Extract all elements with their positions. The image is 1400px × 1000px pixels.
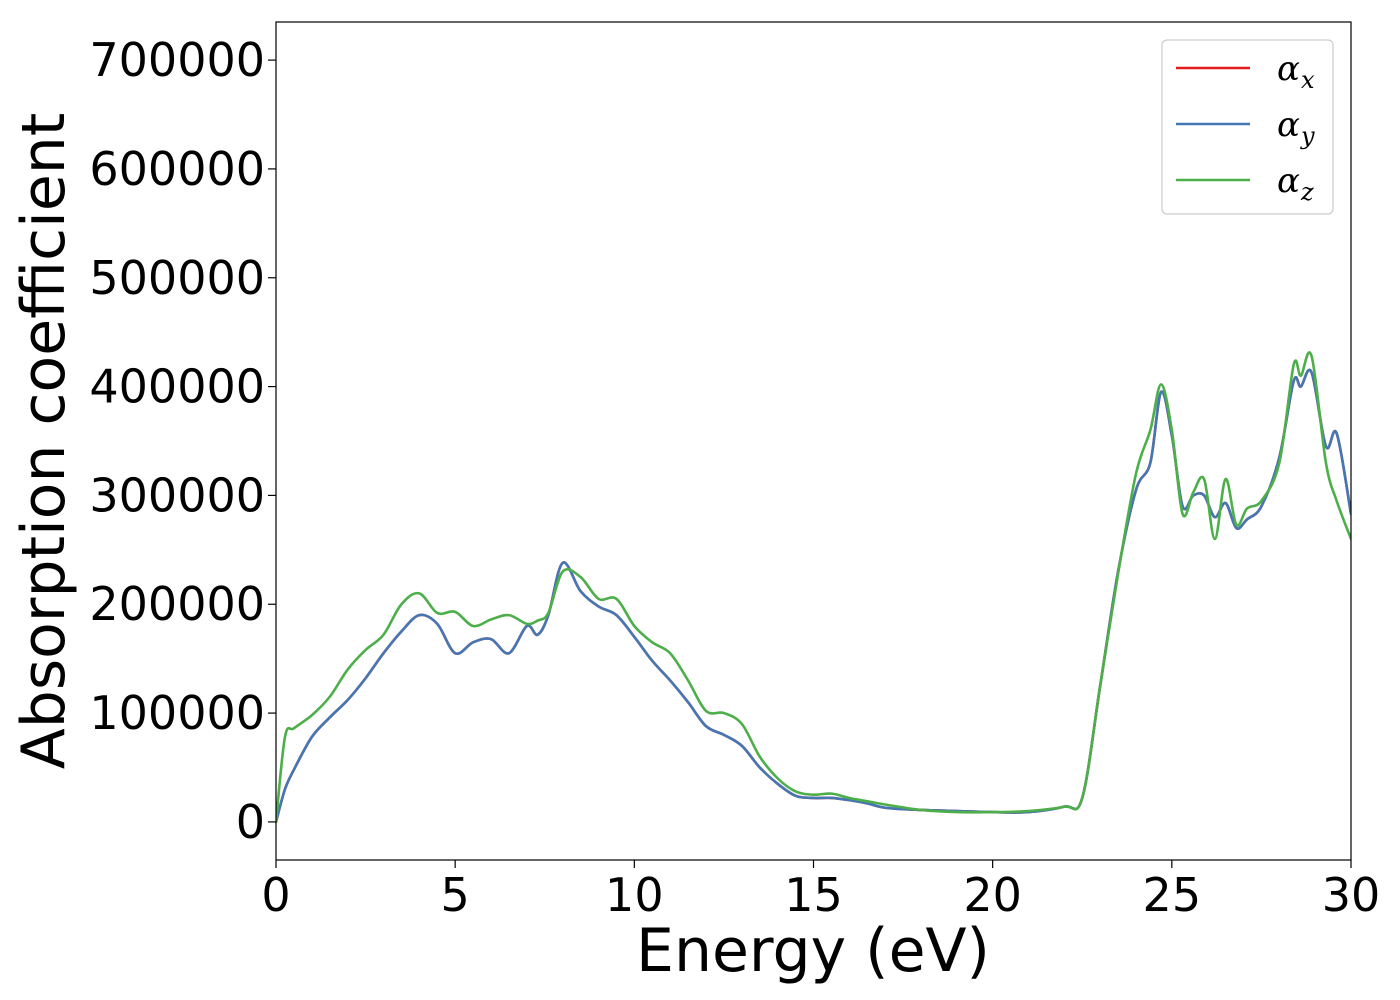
legend-label-y: αy [1277,105,1315,150]
y-tick-label: 200000 [89,577,265,631]
x-tick-label: 10 [605,868,664,922]
legend-frame [1161,39,1334,215]
series-line-x [276,368,1351,824]
y-axis-ticks: 0 100000 200000 300000 400000 500000 600000 700… [89,33,276,849]
y-tick-label: 100000 [89,686,265,740]
y-tick-label: 300000 [89,468,265,522]
y-tick-label: 700000 [89,33,265,87]
x-tick-label: 25 [1143,868,1202,922]
legend-subscript: y [1300,122,1315,150]
x-tick-label: 30 [1322,868,1381,922]
y-tick-label: 500000 [89,251,265,305]
legend-subscript: x [1301,66,1315,94]
y-tick-label: 0 [236,795,265,849]
series-line-z [276,351,1351,824]
y-tick-label: 600000 [89,142,265,196]
x-tick-label: 5 [441,868,470,922]
y-tick-label: 400000 [89,360,265,414]
x-axis-ticks: 0 5 10 15 20 25 30 [261,860,1380,922]
series-layer [276,351,1351,824]
x-axis-title: Energy (eV) [636,916,990,986]
x-tick-label: 15 [784,868,843,922]
y-axis-title: Absorption coefficient [9,113,79,770]
x-tick-label: 20 [963,868,1022,922]
legend-label-x: αx [1277,49,1315,94]
x-tick-label: 0 [261,868,290,922]
series-line-y [276,368,1351,824]
legend-subscript: z [1300,178,1314,206]
